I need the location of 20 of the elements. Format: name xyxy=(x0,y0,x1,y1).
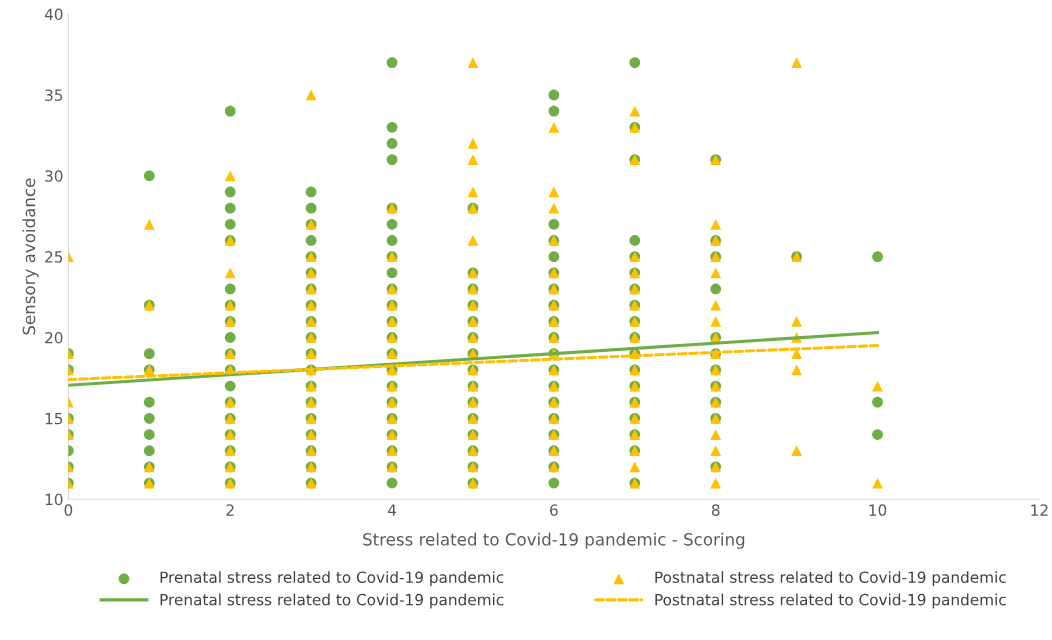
legend-label: Prenatal stress related to Covid-19 pandemic xyxy=(160,593,504,609)
x-tick-label: 10 xyxy=(869,504,887,516)
x-tick-label: 12 xyxy=(1031,504,1048,516)
y-tick-label: 35 xyxy=(45,89,63,101)
x-axis-title: Stress related to Covid-19 pandemic - Scoring xyxy=(363,532,745,549)
x-tick-label: 0 xyxy=(64,504,73,516)
legend-label: Postnatal stress related to Covid-19 pandemic xyxy=(655,571,1006,586)
legend-label: Postnatal stress related to Covid-19 pandemic xyxy=(655,593,1006,609)
y-tick-label: 30 xyxy=(45,170,63,182)
y-tick-label: 15 xyxy=(45,413,63,425)
x-tick-label: 4 xyxy=(387,504,397,516)
x-tick-label: 6 xyxy=(550,504,558,516)
y-tick-label: 25 xyxy=(45,251,63,263)
x-tick-label: 8 xyxy=(711,504,720,516)
legend-label: Prenatal stress related to Covid-19 pandemic xyxy=(160,571,504,586)
y-axis-title: Sensory avoidance xyxy=(22,178,39,335)
y-tick-label: 40 xyxy=(44,8,63,21)
y-tick-label: 10 xyxy=(45,493,63,506)
x-tick-label: 2 xyxy=(226,504,234,516)
y-tick-label: 20 xyxy=(45,331,63,344)
